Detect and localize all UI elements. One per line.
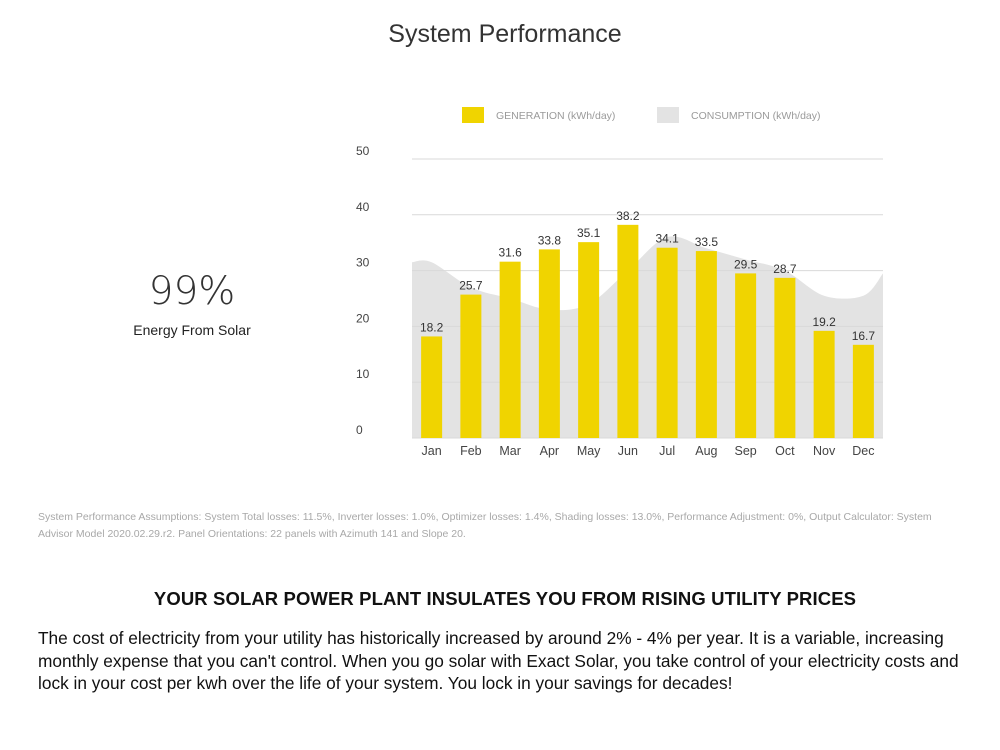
y-tick-label: 40 (356, 200, 370, 214)
solar-offset-stat: 99% Energy From Solar (120, 268, 264, 338)
x-tick-label: Mar (499, 444, 521, 458)
y-tick-label: 10 (356, 367, 370, 381)
x-tick-label: Aug (695, 444, 717, 458)
bar-value-label: 34.1 (655, 232, 679, 246)
bar-value-label: 16.7 (852, 329, 876, 343)
bar-value-label: 29.5 (734, 257, 758, 271)
system-performance-chart: GENERATION (kWh/day) CONSUMPTION (kWh/day… (340, 95, 900, 475)
legend-label-generation: GENERATION (kWh/day) (496, 110, 615, 122)
solar-offset-value: 99% (148, 269, 236, 314)
bar-value-label: 18.2 (420, 320, 444, 334)
bar-nov (813, 330, 835, 438)
bar-value-label: 33.8 (538, 233, 562, 247)
y-tick-label: 30 (356, 256, 370, 270)
x-tick-label: Jun (618, 444, 638, 458)
bar-feb (460, 294, 482, 438)
bar-value-label: 33.5 (695, 235, 719, 249)
chart-canvas: GENERATION (kWh/day) CONSUMPTION (kWh/day… (356, 107, 883, 458)
bar-may (578, 242, 600, 438)
bar-mar (499, 261, 521, 438)
page-title: System Performance (388, 20, 622, 48)
bar-value-label: 31.6 (498, 246, 522, 260)
x-tick-label: Jan (422, 444, 442, 458)
section-body: The cost of electricity from your utilit… (38, 628, 959, 693)
legend-label-consumption: CONSUMPTION (kWh/day) (691, 110, 821, 122)
bar-jul (656, 247, 678, 438)
bar-value-label: 25.7 (459, 279, 483, 293)
x-tick-label: May (577, 444, 601, 458)
bar-apr (538, 249, 560, 438)
performance-assumptions: System Performance Assumptions: System T… (38, 511, 932, 540)
bar-sep (735, 273, 757, 438)
x-tick-label: Feb (460, 444, 482, 458)
bar-dec (852, 344, 874, 438)
x-tick-label: Apr (540, 444, 559, 458)
legend-swatch-generation (462, 107, 484, 123)
x-tick-label: Oct (775, 444, 795, 458)
x-tick-label: Dec (852, 444, 874, 458)
x-tick-label: Jul (659, 444, 675, 458)
bar-value-label: 28.7 (773, 262, 797, 276)
section-headline: YOUR SOLAR POWER PLANT INSULATES YOU FRO… (153, 588, 857, 609)
consumption-area (412, 236, 883, 438)
bar-jan (421, 336, 443, 438)
y-tick-label: 50 (356, 144, 370, 158)
bar-oct (774, 277, 796, 438)
bar-value-label: 35.1 (577, 226, 601, 240)
x-tick-label: Sep (735, 444, 757, 458)
y-tick-label: 0 (356, 423, 363, 437)
bar-value-label: 19.2 (812, 315, 836, 329)
bar-aug (695, 251, 717, 438)
solar-offset-label: Energy From Solar (133, 322, 251, 338)
legend-swatch-consumption (657, 107, 679, 123)
y-tick-label: 20 (356, 311, 370, 325)
x-tick-label: Nov (813, 444, 836, 458)
bar-value-label: 38.2 (616, 209, 640, 223)
bar-jun (617, 224, 639, 438)
